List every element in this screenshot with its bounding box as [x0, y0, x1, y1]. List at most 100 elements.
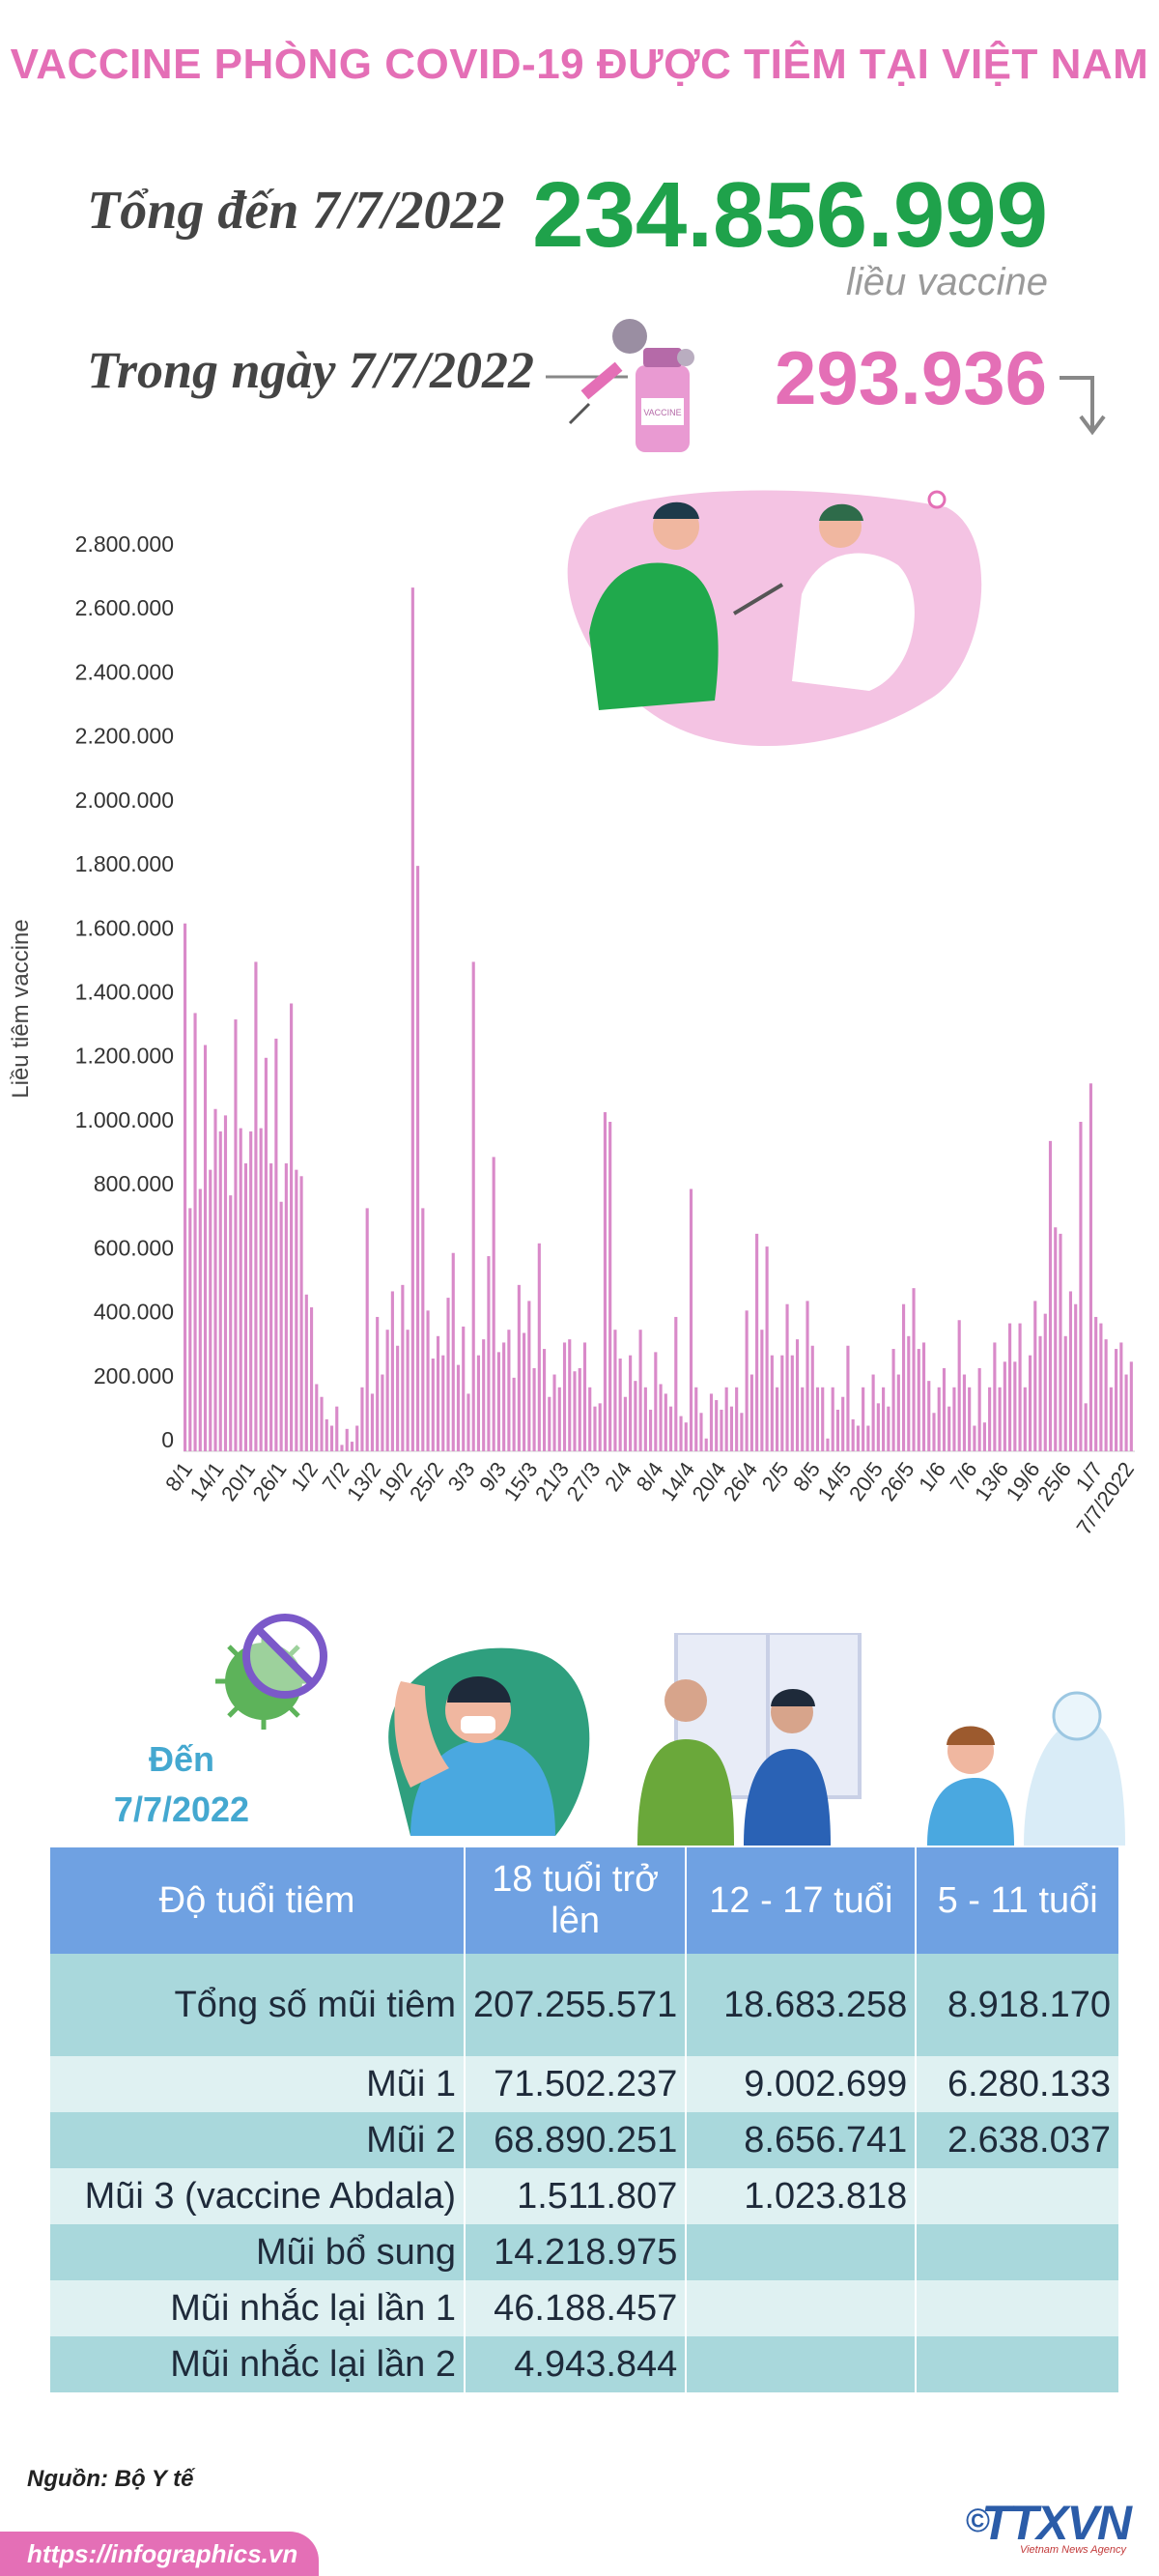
footer-url-link[interactable]: https://infographics.vn: [27, 2539, 298, 2568]
row-label: Mũi bổ sung: [50, 2224, 466, 2280]
chart-bar: [770, 1355, 774, 1451]
chart-bar: [729, 1406, 733, 1451]
chart-bar: [901, 1303, 906, 1451]
cell-12-17: 1.023.818: [686, 2168, 918, 2224]
chart-bar: [471, 961, 475, 1451]
chart-bar: [623, 1396, 627, 1451]
chart-bar: [760, 1330, 764, 1451]
chart-bar: [431, 1358, 435, 1451]
table-row: Mũi 3 (vaccine Abdala) 1.511.807 1.023.8…: [50, 2168, 1120, 2224]
chart-bar: [846, 1345, 850, 1451]
chart-bar: [406, 1330, 410, 1451]
chart-bar: [376, 1316, 380, 1451]
chart-bar: [982, 1422, 986, 1451]
chart-bar: [618, 1358, 622, 1451]
chart-bar: [593, 1406, 597, 1451]
y-tick-label: 800.000: [94, 1171, 174, 1196]
chart-bar: [573, 1371, 577, 1451]
chart-bar: [1033, 1301, 1037, 1451]
chart-bar: [1094, 1316, 1098, 1451]
chart-bar: [1023, 1387, 1027, 1451]
child-vaccination-illustration: [927, 1691, 1125, 1846]
chart-bar: [664, 1393, 667, 1451]
y-tick-label: 1.400.000: [75, 980, 174, 1005]
chart-bar: [239, 1128, 242, 1451]
chart-bar: [284, 1163, 288, 1451]
chart-bar: [1099, 1323, 1103, 1451]
chart-bar: [841, 1396, 845, 1451]
y-tick-label: 2.400.000: [75, 659, 174, 684]
nurse-vaccinating-illustration: [637, 1633, 862, 1846]
chart-bar: [896, 1374, 900, 1451]
chart-bar: [826, 1438, 830, 1451]
chart-bar: [1038, 1335, 1042, 1451]
cell-12-17: 8.656.741: [686, 2112, 918, 2168]
chart-bar: [806, 1301, 809, 1451]
chart-bar: [634, 1381, 637, 1451]
cell-18-plus: 1.511.807: [465, 2168, 688, 2224]
chart-bar: [821, 1387, 825, 1451]
chart-bar: [502, 1342, 506, 1451]
chart-bar: [720, 1409, 723, 1451]
x-tick-label: 1/6: [914, 1458, 950, 1496]
chart-bar: [674, 1316, 678, 1451]
chart-bar: [542, 1349, 547, 1451]
chart-bar: [795, 1339, 800, 1452]
source-note: Nguồn: Bộ Y tế: [27, 2466, 194, 2492]
cell-18-plus: 71.502.237: [465, 2056, 688, 2112]
row-label: Tổng số mũi tiêm: [50, 1954, 466, 2056]
row-label: Mũi 1: [50, 2056, 466, 2112]
chart-bar: [887, 1406, 890, 1451]
chart-bar: [649, 1409, 653, 1451]
row-label: Mũi nhắc lại lần 2: [50, 2336, 466, 2392]
chart-bar: [304, 1294, 308, 1451]
chart-bar: [1018, 1323, 1022, 1451]
cell-12-17: 9.002.699: [686, 2056, 918, 2112]
chart-bar: [968, 1387, 972, 1451]
chart-bar: [598, 1403, 602, 1451]
chart-bar: [1008, 1323, 1012, 1451]
chart-bar: [745, 1310, 749, 1451]
chart-bar: [1059, 1233, 1062, 1451]
cell-18-plus: 4.943.844: [465, 2336, 688, 2392]
chart-bar: [709, 1393, 714, 1451]
chart-bar: [907, 1335, 911, 1451]
chart-bar: [325, 1418, 328, 1451]
chart-bar: [466, 1393, 470, 1451]
chart-bar: [507, 1330, 511, 1451]
virus-icon: [612, 319, 694, 366]
chart-bar: [582, 1342, 587, 1451]
chart-bar: [184, 923, 187, 1451]
chart-bar: [209, 1169, 212, 1451]
chart-bar: [912, 1288, 916, 1451]
chart-bar: [1084, 1403, 1088, 1451]
chart-bar: [638, 1330, 642, 1451]
chart-bar: [229, 1195, 233, 1451]
chart-bar: [749, 1374, 753, 1451]
no-virus-icon: [215, 1614, 327, 1730]
header-12-17: 12 - 17 tuổi: [686, 1847, 918, 1954]
x-tick-label: 20/5: [844, 1458, 888, 1505]
x-tick-label: 13/2: [342, 1458, 385, 1505]
cell-5-11: [916, 2280, 1120, 2336]
chart-bar: [973, 1425, 976, 1451]
chart-bar: [1063, 1335, 1067, 1451]
chart-bar: [335, 1406, 339, 1451]
table-row: Mũi 2 68.890.251 8.656.741 2.638.037: [50, 2112, 1120, 2168]
chart-bar: [643, 1387, 647, 1451]
x-tick-label: 14/5: [813, 1458, 857, 1505]
chart-bar: [1013, 1361, 1017, 1451]
y-tick-label: 200.000: [94, 1363, 174, 1388]
chart-bar: [694, 1387, 698, 1451]
cell-12-17: [686, 2224, 918, 2280]
row-label: Mũi 3 (vaccine Abdala): [50, 2168, 466, 2224]
chart-bar: [223, 1115, 228, 1452]
chart-bar: [213, 1108, 217, 1451]
chart-bar: [684, 1422, 688, 1451]
as-of-date: 7/7/2022: [113, 1789, 250, 1829]
cell-18-plus: 68.890.251: [465, 2112, 688, 2168]
chart-bar: [1129, 1361, 1133, 1451]
chart-bar: [947, 1406, 951, 1451]
chart-bar: [937, 1387, 941, 1451]
y-tick-label: 600.000: [94, 1235, 174, 1260]
